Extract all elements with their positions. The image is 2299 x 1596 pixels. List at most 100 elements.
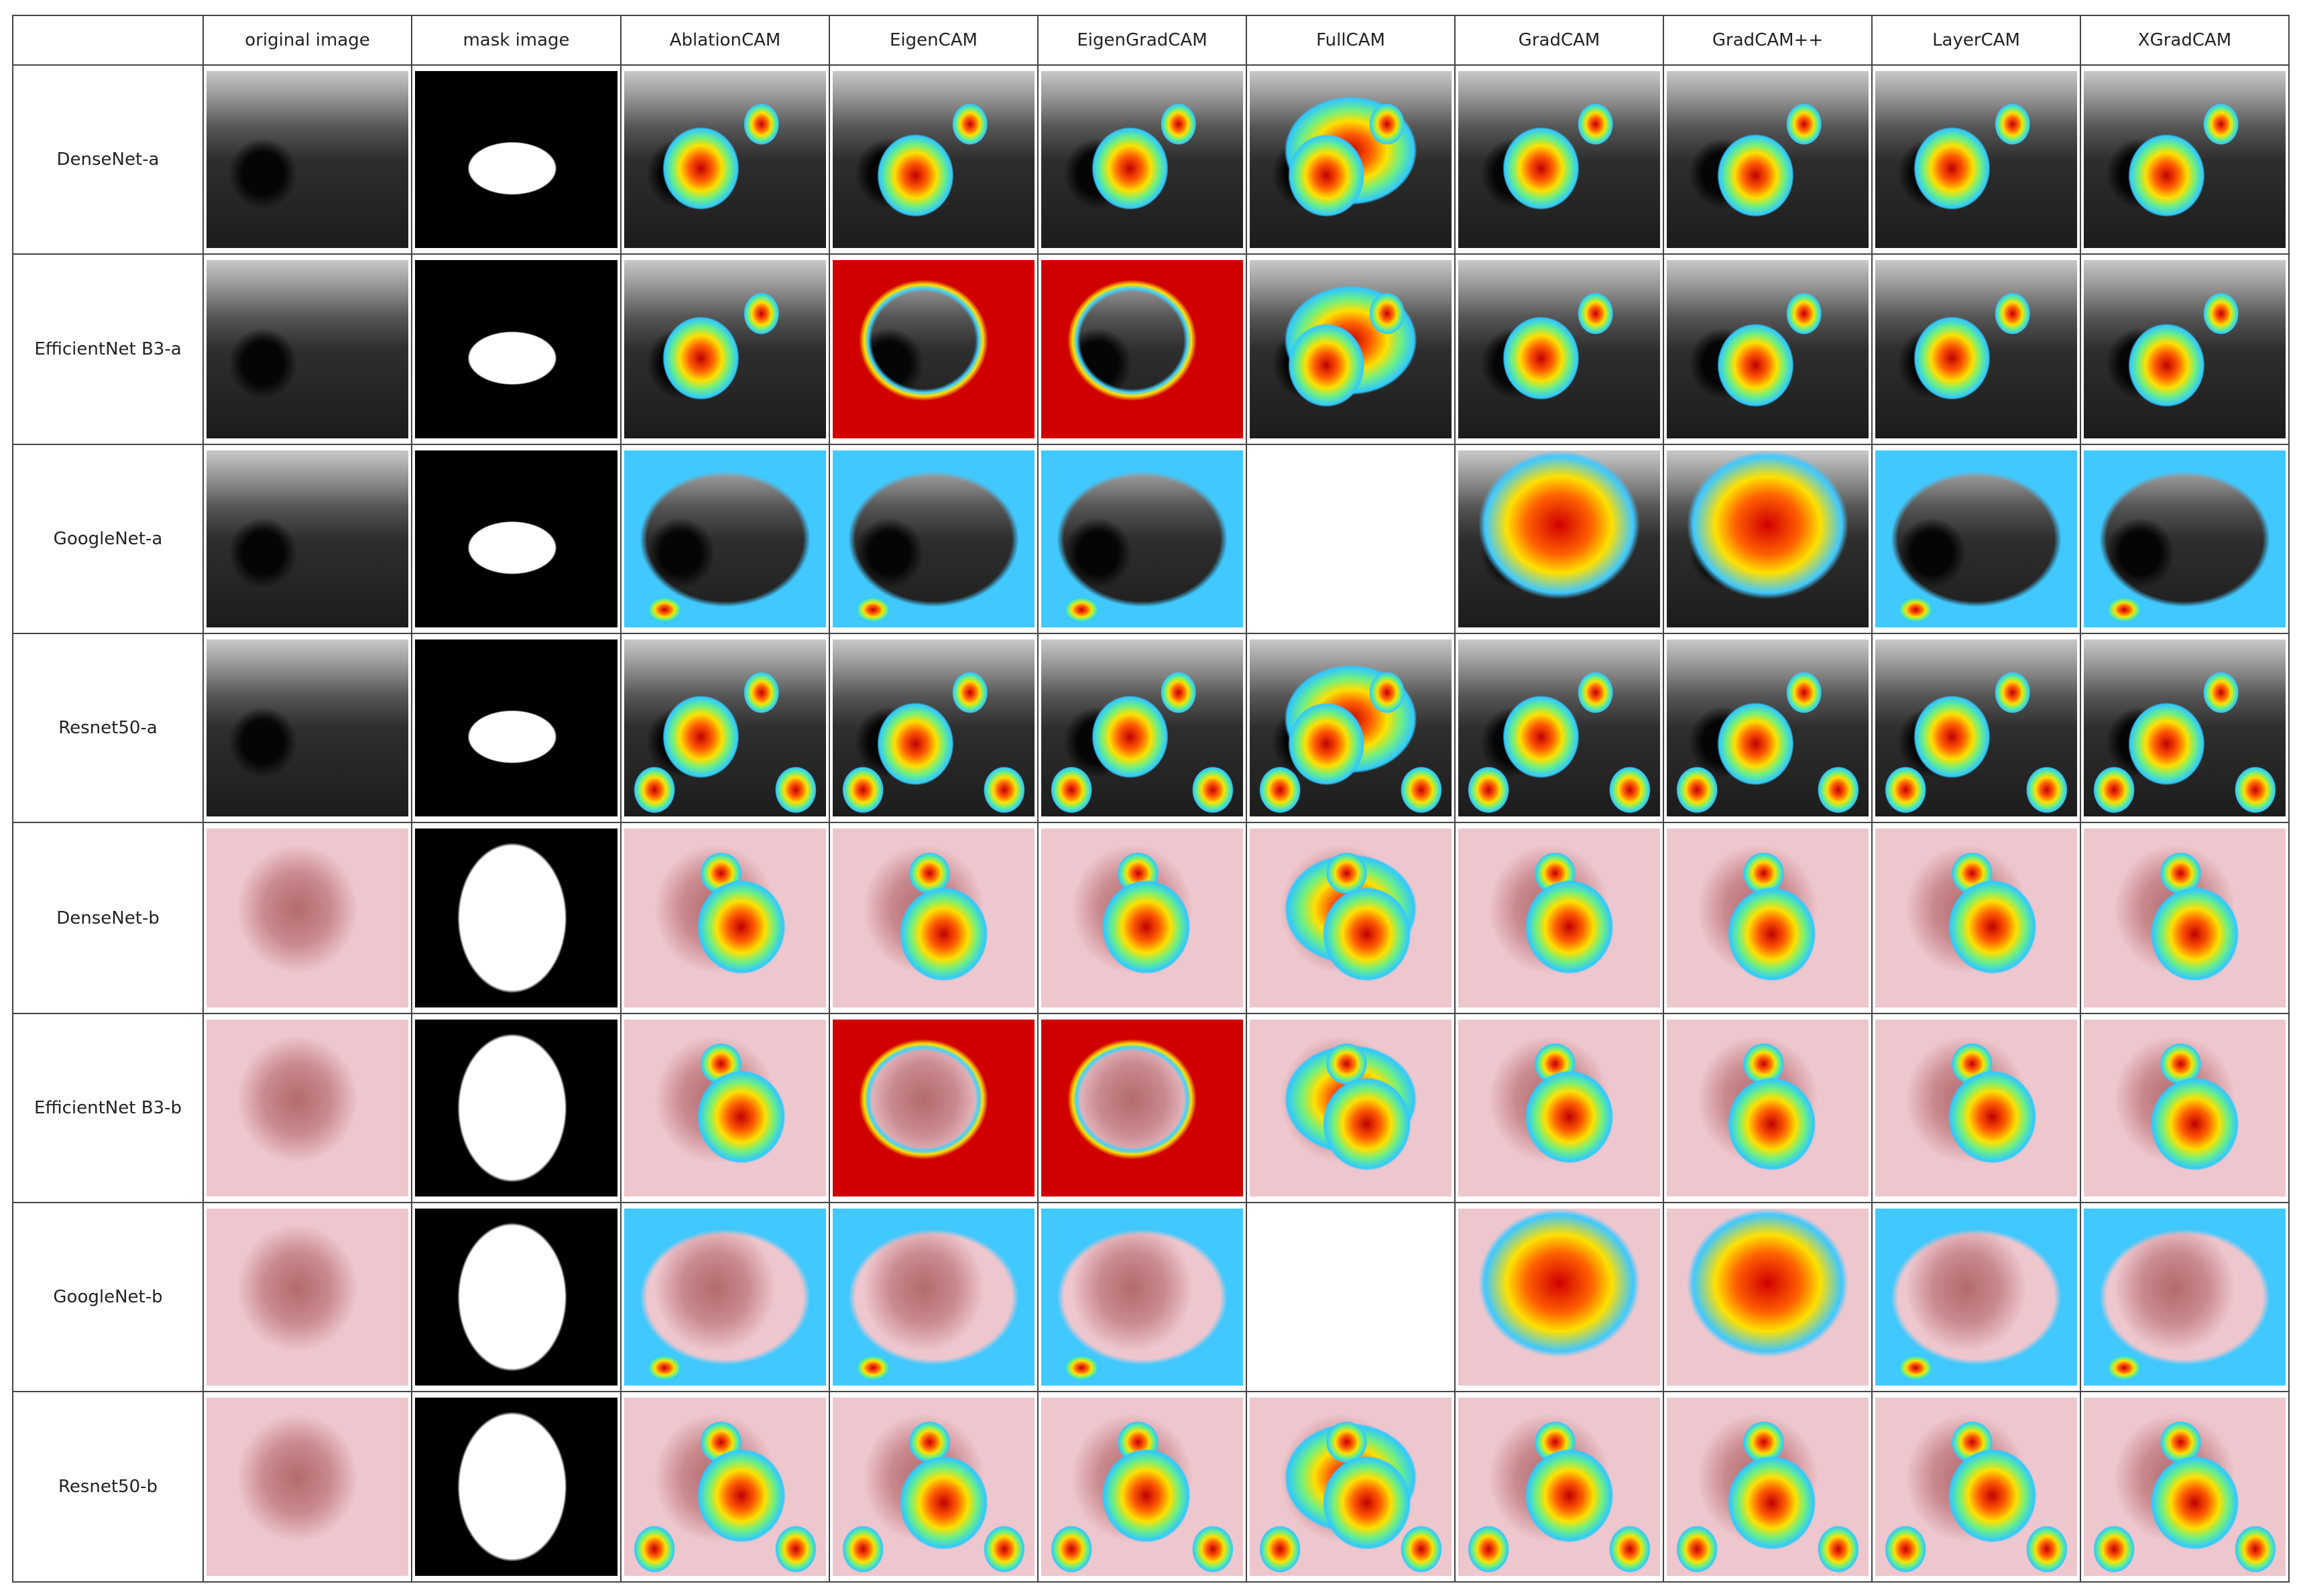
cam-image <box>1875 260 2077 438</box>
column-header: AblationCAM <box>622 16 830 66</box>
cam-image <box>1458 1020 1660 1196</box>
image-cell <box>1247 66 1456 255</box>
image-cell <box>622 66 830 255</box>
image-cell <box>1664 1014 1873 1203</box>
image-cell <box>1456 1014 1664 1203</box>
cam-image <box>2084 639 2286 816</box>
image-cell <box>830 445 1039 634</box>
image-cell <box>412 255 622 445</box>
column-header: XGradCAM <box>2081 16 2290 66</box>
row-label: Resnet50-b <box>13 1392 204 1583</box>
cam-image <box>1667 1020 1869 1196</box>
cam-image <box>1875 71 2077 248</box>
cam-image <box>1667 828 1869 1007</box>
row-label: DenseNet-a <box>13 66 204 255</box>
image-cell <box>1039 1392 1247 1583</box>
column-header: EigenCAM <box>830 16 1039 66</box>
cam-image <box>1041 71 1243 248</box>
image-cell <box>830 66 1039 255</box>
original-image <box>207 828 408 1007</box>
cam-image <box>833 828 1035 1007</box>
row-label: DenseNet-b <box>13 823 204 1014</box>
image-cell <box>1039 255 1247 445</box>
image-cell <box>1039 66 1247 255</box>
cam-image <box>1250 639 1452 816</box>
image-cell <box>204 255 412 445</box>
cam-image <box>624 71 826 248</box>
cam-image <box>1667 1398 1869 1576</box>
cam-image <box>1250 1398 1452 1576</box>
image-cell <box>1039 823 1247 1014</box>
cam-image <box>1250 1020 1452 1196</box>
figure-table: original image mask image AblationCAM Eigen… <box>12 15 2290 1583</box>
cam-image <box>833 1398 1035 1576</box>
image-cell <box>1873 1014 2081 1203</box>
cam-image <box>1458 71 1660 248</box>
cam-image <box>2084 828 2286 1007</box>
image-cell <box>412 1392 622 1583</box>
image-cell <box>412 823 622 1014</box>
image-cell <box>830 1203 1039 1392</box>
image-cell <box>2081 634 2290 823</box>
image-cell <box>204 66 412 255</box>
corner-cell <box>13 16 204 66</box>
cam-image <box>2084 1020 2286 1196</box>
cam-image <box>1041 1020 1243 1196</box>
image-cell <box>1873 255 2081 445</box>
image-cell <box>204 823 412 1014</box>
cam-image <box>1250 71 1452 248</box>
original-image <box>207 1209 408 1386</box>
image-cell <box>2081 255 2290 445</box>
image-cell <box>1247 1392 1456 1583</box>
cam-image <box>1041 1398 1243 1576</box>
image-cell <box>2081 445 2290 634</box>
image-cell <box>2081 1014 2290 1203</box>
cam-image <box>1250 1209 1452 1386</box>
cam-image <box>833 639 1035 816</box>
cam-image <box>833 71 1035 248</box>
image-cell <box>830 255 1039 445</box>
cam-image <box>1041 260 1243 438</box>
image-cell <box>1664 1392 1873 1583</box>
image-cell <box>1873 66 2081 255</box>
mask-image <box>415 71 617 248</box>
image-cell <box>1039 634 1247 823</box>
image-cell <box>2081 1392 2290 1583</box>
cam-image <box>624 1209 826 1386</box>
cam-image <box>1041 639 1243 816</box>
cam-image <box>1667 260 1869 438</box>
image-cell <box>1664 66 1873 255</box>
mask-image <box>415 639 617 816</box>
column-header: EigenGradCAM <box>1039 16 1247 66</box>
image-cell <box>1664 823 1873 1014</box>
column-header: FullCAM <box>1247 16 1456 66</box>
cam-image <box>2084 1209 2286 1386</box>
image-cell <box>2081 1203 2290 1392</box>
cam-image <box>624 260 826 438</box>
column-header: original image <box>204 16 412 66</box>
cam-image <box>1250 260 1452 438</box>
cam-image <box>1875 639 2077 816</box>
image-cell <box>1039 1014 1247 1203</box>
cam-image <box>1667 71 1869 248</box>
cam-image <box>833 260 1035 438</box>
image-cell <box>622 634 830 823</box>
cam-image <box>1458 1398 1660 1576</box>
original-image <box>207 71 408 248</box>
image-cell <box>622 1014 830 1203</box>
cam-image <box>2084 1398 2286 1576</box>
column-header: GradCAM <box>1456 16 1664 66</box>
image-cell <box>1664 445 1873 634</box>
cam-image <box>624 1020 826 1196</box>
image-cell <box>1039 445 1247 634</box>
image-cell <box>1247 255 1456 445</box>
image-cell <box>1456 1392 1664 1583</box>
image-cell <box>1873 1203 2081 1392</box>
image-cell <box>2081 823 2290 1014</box>
mask-image <box>415 450 617 627</box>
mask-image <box>415 1209 617 1386</box>
cam-image <box>2084 450 2286 627</box>
image-cell <box>622 445 830 634</box>
image-cell <box>204 445 412 634</box>
cam-image <box>833 1020 1035 1196</box>
